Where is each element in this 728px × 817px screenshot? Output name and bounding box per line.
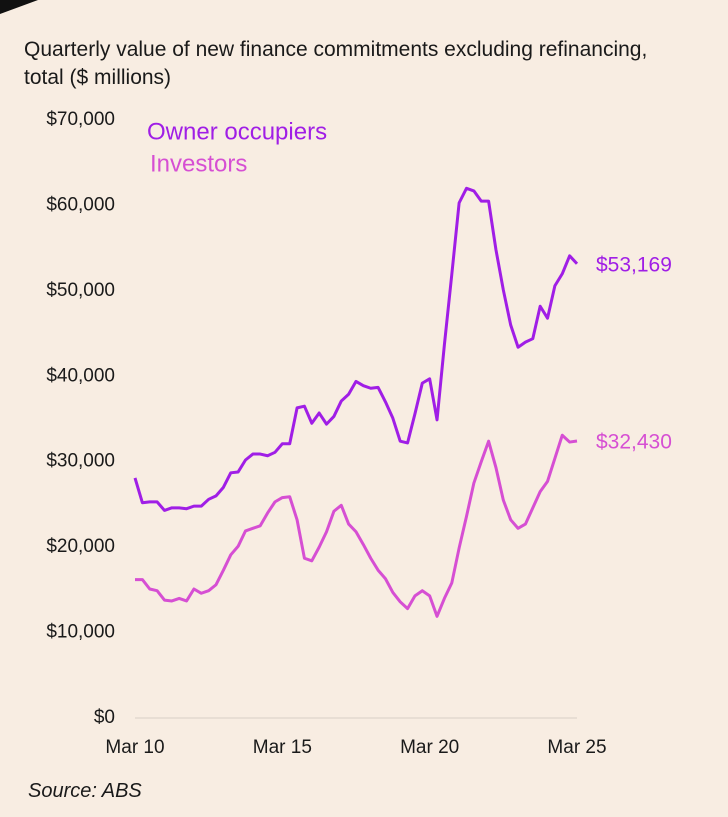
y-tick-label: $0	[94, 707, 115, 728]
series-line	[133, 186, 579, 512]
y-tick-label: $10,000	[46, 622, 115, 643]
legend-entry: Investors	[150, 150, 247, 177]
y-tick-label: $60,000	[46, 194, 115, 215]
end-value-label: $53,169	[596, 253, 672, 276]
y-tick-label: $40,000	[46, 365, 115, 386]
source-note: Source: ABS	[28, 780, 142, 802]
x-tick-label: Mar 25	[547, 737, 606, 758]
legend-entry: Owner occupiers	[147, 118, 327, 145]
chart-title: Quarterly value of new finance commitmen…	[24, 38, 648, 89]
x-tick-label: Mar 20	[400, 737, 459, 758]
y-tick-label: $70,000	[46, 109, 115, 130]
y-tick-label: $50,000	[46, 280, 115, 301]
x-tick-label: Mar 15	[253, 737, 312, 758]
end-value-label: $32,430	[596, 431, 672, 454]
y-tick-label: $30,000	[46, 451, 115, 472]
corner-mark	[0, 0, 38, 14]
series-line	[135, 433, 578, 618]
y-tick-label: $20,000	[46, 536, 115, 557]
x-tick-label: Mar 10	[105, 737, 164, 758]
